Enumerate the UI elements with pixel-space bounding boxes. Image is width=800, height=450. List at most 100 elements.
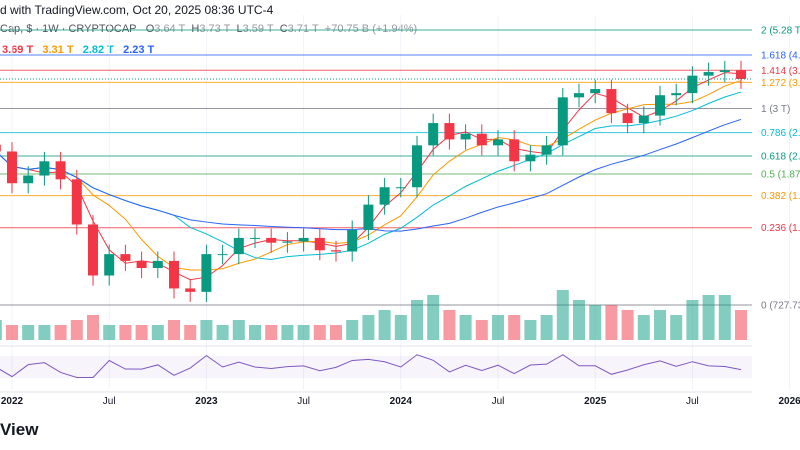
volume-bar <box>281 325 294 340</box>
ma-value: 2.82 T <box>82 44 114 56</box>
candle-body <box>55 161 66 180</box>
candle-body <box>331 250 341 252</box>
fib-level-label: 0.786 (2.52 T) <box>761 128 800 139</box>
volume-bar <box>735 310 747 340</box>
fib-level-label: 1 (3 T) <box>761 104 790 115</box>
volume-bar <box>459 315 472 340</box>
high-value: 3.73 T <box>199 23 231 35</box>
candle-body <box>201 254 212 292</box>
fib-level-label: 0.5 (1.87 T) <box>761 170 800 181</box>
volume-bar <box>524 320 537 340</box>
candle-body <box>493 139 503 146</box>
symbol-legend: Cap, $ · 1W · CRYPTOCAP O3.64 T H3.73 T … <box>0 23 417 35</box>
volume-bar <box>411 300 423 340</box>
volume-bar <box>362 315 375 340</box>
rsi-line <box>0 354 742 378</box>
x-tick-label: 2022 <box>1 396 24 407</box>
volume-bar <box>686 300 699 340</box>
candle-body <box>233 237 244 255</box>
volume-bar <box>70 320 83 340</box>
volume-bar <box>718 295 731 340</box>
candle-body <box>395 187 406 189</box>
fib-level-label: 0 (727.73 B) <box>761 301 800 312</box>
candle-body <box>363 204 374 230</box>
volume-bar <box>200 320 213 340</box>
candle-body <box>266 237 277 243</box>
candle-body <box>152 260 163 269</box>
volume-bar <box>54 325 67 340</box>
published-caption: d with TradingView.com, Oct 20, 2025 08:… <box>0 3 274 17</box>
x-tick-label: 2023 <box>195 396 218 407</box>
candle-body <box>476 133 487 146</box>
ma-value: 3.31 T <box>42 44 74 56</box>
candle-body <box>88 224 98 276</box>
candle-body <box>736 70 746 79</box>
candle-body <box>574 93 584 98</box>
volume-bar <box>508 315 521 340</box>
candle-body <box>23 175 34 184</box>
fib-level-label: 0.382 (1.6 T) <box>761 191 800 202</box>
volume-bar <box>589 305 602 340</box>
low-label: L <box>236 23 243 35</box>
candle-body <box>719 70 730 73</box>
rsi-band <box>0 356 752 378</box>
candle-body <box>120 254 131 261</box>
volume-bar <box>394 315 407 340</box>
candle-body <box>428 123 439 146</box>
fib-level-label: 0.236 (1.27 T) <box>761 223 800 234</box>
candle-body <box>104 254 115 276</box>
candle-body <box>590 89 601 94</box>
fib-level-label: 2 (5.28 T) <box>761 26 800 37</box>
fib-level-label: 1.618 (4.41 T) <box>761 50 800 61</box>
volume-bar <box>151 325 164 340</box>
volume-bar <box>103 325 116 340</box>
candle-body <box>347 229 358 252</box>
volume-bar <box>654 310 666 340</box>
x-tick-label: Jul <box>103 396 116 407</box>
fib-level-label: 1.414 (3.95 T) <box>761 66 800 77</box>
high-label: H <box>191 23 200 35</box>
candle-body <box>509 139 520 162</box>
volume-bar <box>297 325 310 340</box>
candle-body <box>541 145 552 155</box>
low-value: 3.59 T <box>242 23 274 35</box>
volume-bar <box>265 325 278 340</box>
open-value: 3.64 T <box>154 23 186 35</box>
volume-bar <box>184 325 197 340</box>
tradingview-logo: View <box>0 420 39 439</box>
x-tick-label: Jul <box>492 396 505 407</box>
candle-body <box>39 161 50 176</box>
ma-value: 3.69 T <box>2 44 34 56</box>
volume-bar <box>443 310 456 340</box>
volume-bar <box>249 325 261 340</box>
candle-body <box>557 97 568 146</box>
volume-bar <box>556 290 569 340</box>
candle-body <box>217 254 228 256</box>
candle-body <box>250 237 260 239</box>
price-chart[interactable]: 2022 Jul 2023 Jul 2024 Jul 2025 Jul 2026 2 (5.28 … <box>0 0 800 420</box>
volume-bar <box>6 325 18 340</box>
volume-bar <box>670 315 683 340</box>
volume-bar <box>38 325 51 340</box>
candle-body <box>460 133 471 140</box>
candle-body <box>638 115 649 124</box>
ma-value: 2.23 T <box>123 44 155 56</box>
volume-bar <box>475 320 488 340</box>
candle-body <box>412 145 422 188</box>
volume-bar <box>22 325 35 340</box>
volume-bar <box>135 325 148 340</box>
candle-body <box>622 113 633 124</box>
volume-bar <box>168 320 180 340</box>
volume-bar <box>378 310 391 340</box>
volume-bar <box>702 295 715 340</box>
volume-bar <box>232 320 245 340</box>
candle-body <box>379 187 390 205</box>
candle-body <box>0 144 1 152</box>
volume-bar <box>330 325 342 340</box>
volume-bar <box>87 315 99 340</box>
candle-body <box>282 241 293 243</box>
candle-body <box>525 154 536 162</box>
volume-bar <box>119 325 132 340</box>
volume-bar <box>540 315 553 340</box>
candle-body <box>298 237 309 242</box>
